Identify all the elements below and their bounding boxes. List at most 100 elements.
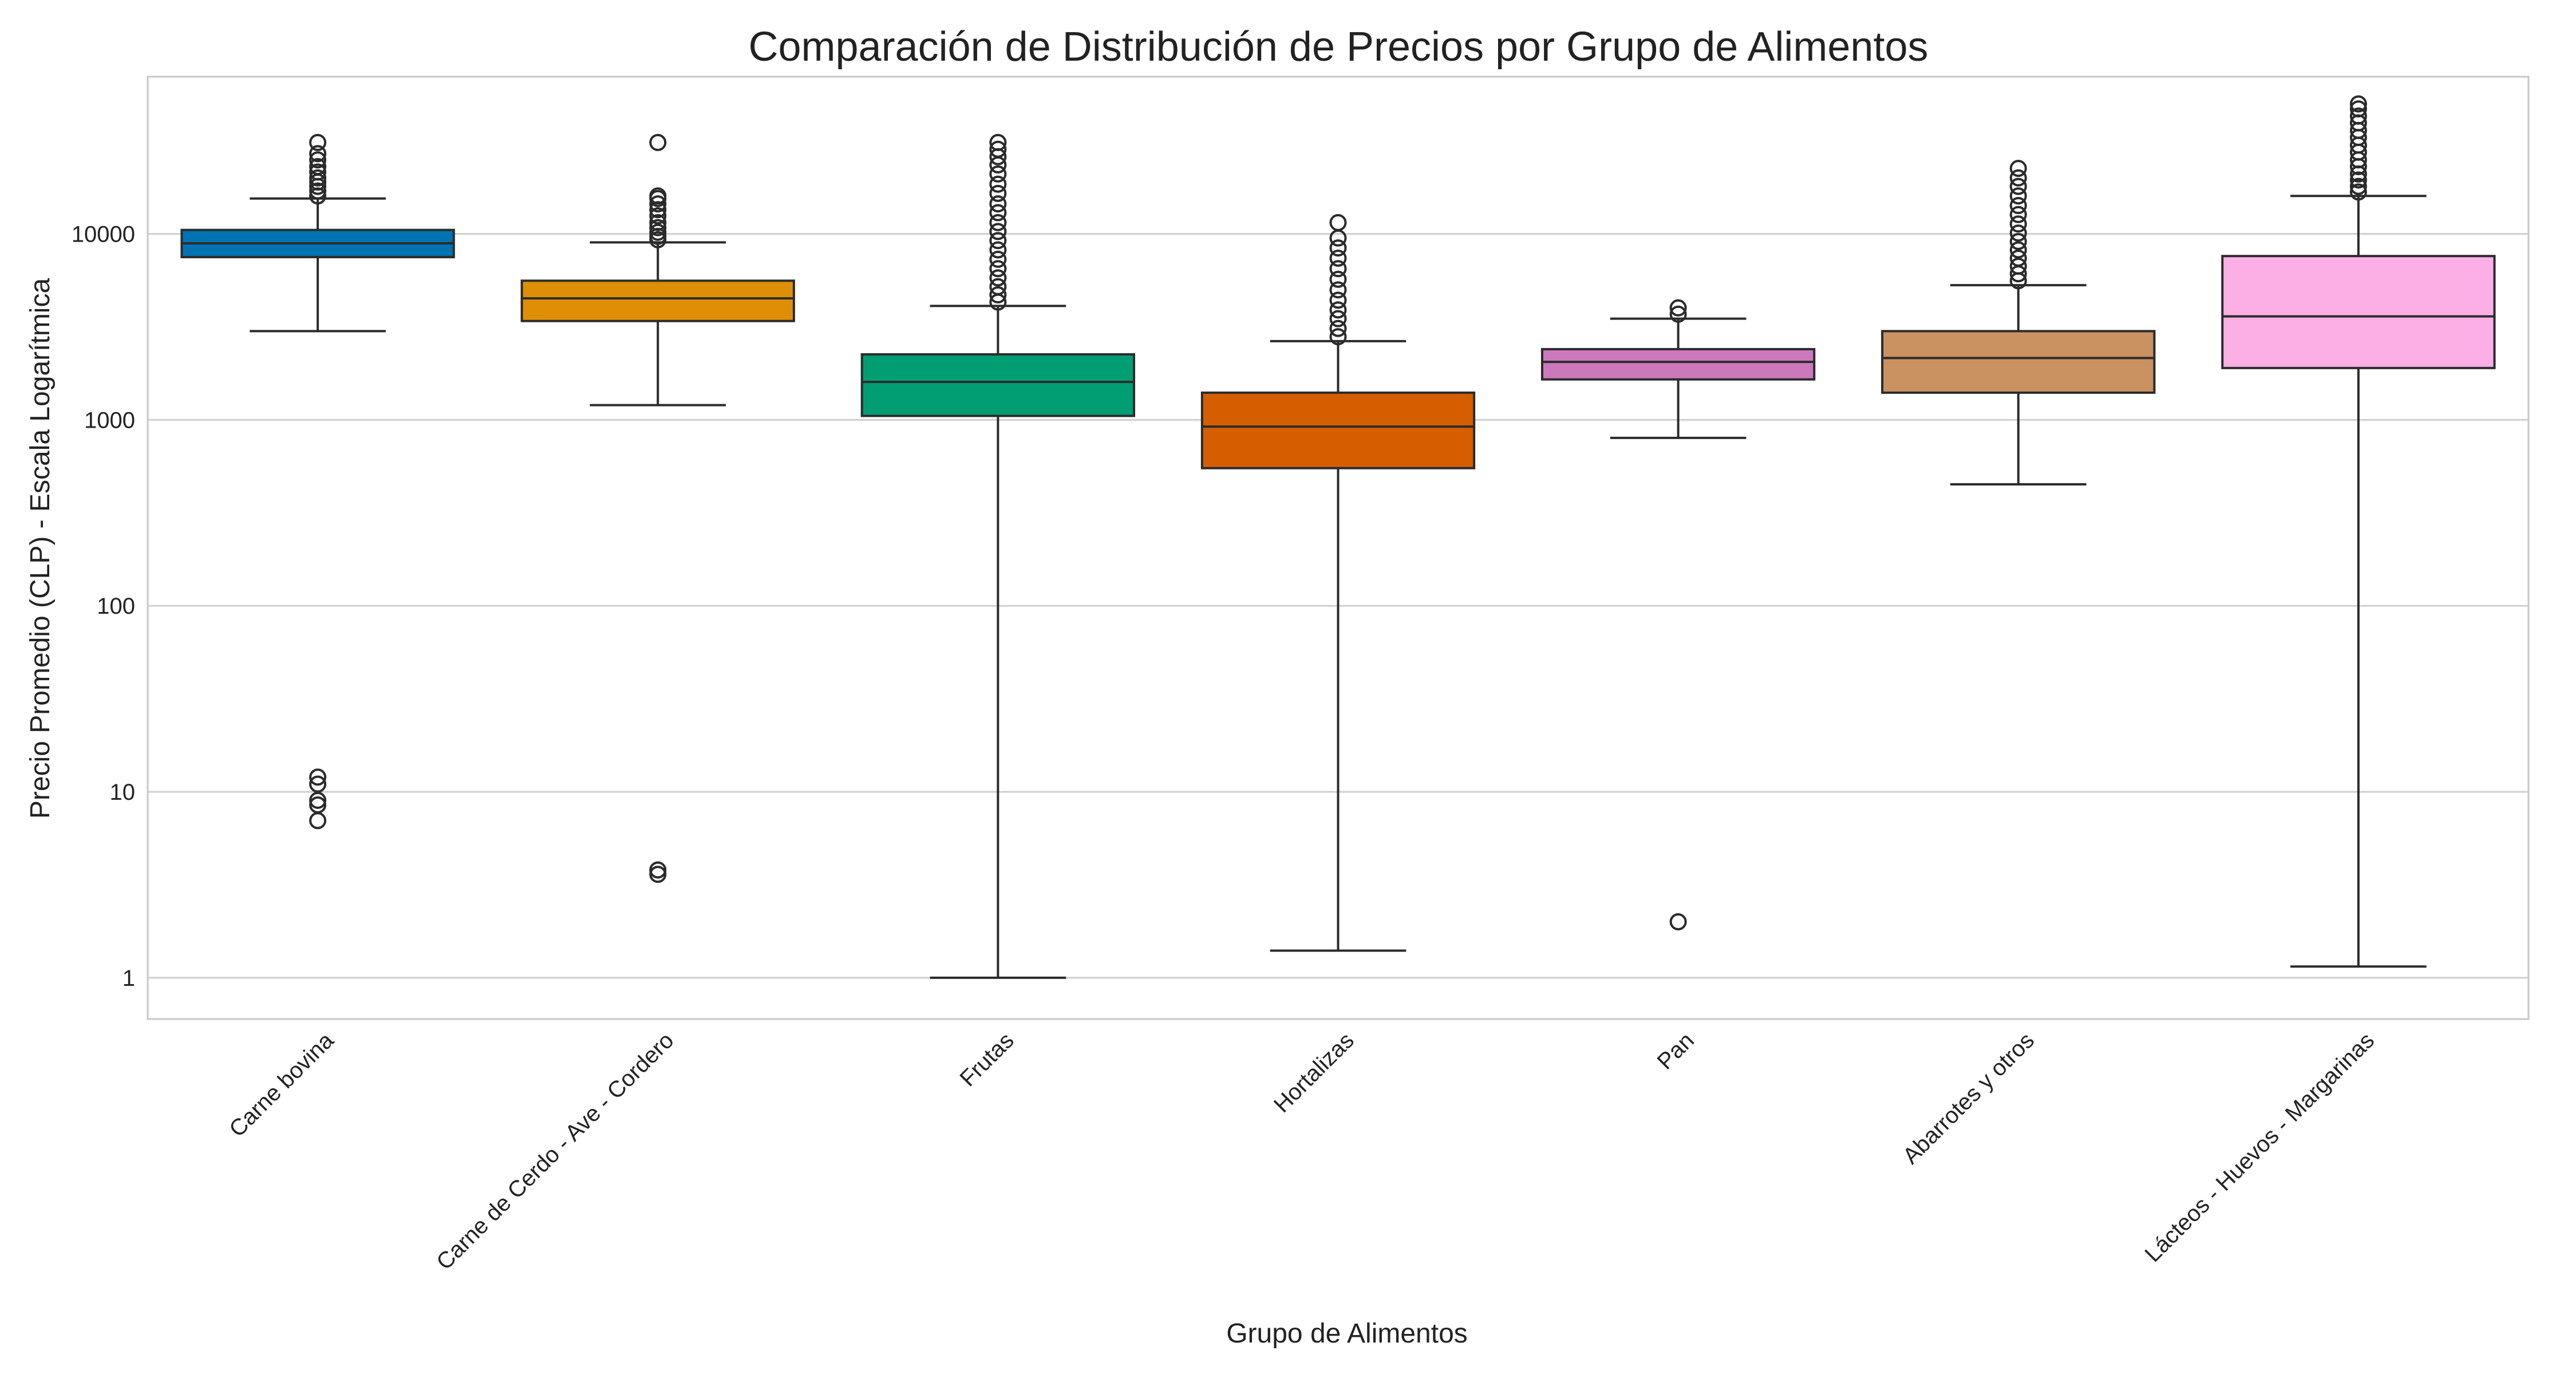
box-group [1881,160,2156,486]
outlier-point [2349,100,2367,118]
outlier-point [649,201,667,219]
outlier-point [1329,310,1347,327]
outlier-point [2009,232,2027,250]
box-layer [180,95,2496,979]
outlier-point [309,791,327,809]
outlier-point [989,140,1007,158]
outlier-point [649,133,667,151]
box-group [1540,299,1816,931]
outlier-point [1669,305,1687,323]
outlier-point [1329,270,1347,288]
outlier-point [649,219,667,236]
outlier-point [309,163,327,181]
outlier-point [309,145,327,163]
y-axis-label: Precio Promedio (CLP) - Escala Logarítmi… [25,278,56,819]
y-axis-ticks: 1 10 100 1000 10000 [72,222,135,991]
outlier-point [989,184,1007,202]
outlier-point [649,207,667,225]
outlier-point [2349,95,2367,113]
outlier-point [1329,291,1347,309]
x-tick-label: Hortalizas [1269,1028,1359,1118]
outlier-point [989,250,1007,268]
outlier-point [1329,319,1347,337]
outlier-point [1329,239,1347,257]
outlier-point [2009,224,2027,242]
x-tick-label: Carne bovina [224,1028,339,1142]
outlier-point [2009,215,2027,233]
iqr-box [2221,255,2496,369]
outlier-point [1329,260,1347,278]
outlier-point [649,195,667,213]
box-group [520,133,795,883]
outlier-point [989,241,1007,259]
outlier-point [2009,258,2027,275]
outlier-point [2009,197,2027,215]
box-group [860,133,1136,979]
y-tick-label: 1 [123,966,135,991]
outlier-point [989,214,1007,231]
outlier-point [2349,107,2367,125]
outlier-point [309,169,327,187]
outlier-point [309,812,327,830]
outlier-point [2009,250,2027,267]
outlier-point [309,158,327,176]
outlier-point [649,214,667,231]
outlier-point [2009,169,2027,187]
outlier-point [1329,214,1347,231]
outlier-point [2349,177,2367,195]
outlier-point [309,775,327,793]
plot-frame [147,76,2530,1020]
outlier-point [989,260,1007,278]
outlier-point [1329,281,1347,299]
x-tick-label: Frutas [955,1028,1018,1091]
outlier-point [989,269,1007,287]
outlier-point [309,151,327,169]
outlier-point [2349,183,2367,201]
outlier-point [649,861,667,879]
box-group [2221,95,2496,968]
y-tick-label: 1000 [84,408,135,433]
outlier-point [989,195,1007,213]
box-group [1200,214,1476,952]
outlier-point [989,278,1007,295]
x-tick-label: Abarrotes y otros [1898,1028,2039,1168]
outlier-point [1669,913,1687,931]
outlier-point [649,866,667,883]
outlier-point [989,175,1007,193]
iqr-box [1881,330,2156,394]
outlier-point [309,133,327,151]
y-tick-label: 10 [110,780,136,805]
y-tick-label: 10000 [72,222,135,247]
outlier-point [989,165,1007,183]
x-axis-label: Grupo de Alimentos [1226,1318,1468,1349]
outlier-point [1329,229,1347,247]
outlier-point [1329,301,1347,319]
outlier-point [989,232,1007,250]
outlier-point [1329,328,1347,346]
x-axis-categories: Carne bovina Carne de Cerdo - Ave - Corde… [224,1028,2379,1275]
iqr-box [520,279,795,322]
outlier-point [2009,187,2027,205]
outlier-point [309,182,327,200]
outlier-point [2009,160,2027,177]
chart-title: Comparación de Distribución de Precios p… [748,24,1928,70]
outlier-point [309,768,327,786]
y-tick-label: 100 [97,594,135,619]
outlier-point [2349,171,2367,189]
outlier-point [1329,250,1347,267]
outlier-point [989,204,1007,222]
outlier-point [2009,206,2027,223]
iqr-box [1200,391,1476,469]
outlier-point [989,286,1007,304]
outlier-point [989,223,1007,240]
outlier-point [2009,177,2027,195]
outlier-point [1669,299,1687,317]
x-tick-label: Lácteos - Huevos - Margarinas [2140,1028,2379,1267]
iqr-box [860,353,1136,417]
outlier-point [649,223,667,241]
outlier-point [2009,241,2027,259]
x-tick-label: Pan [1653,1028,1699,1074]
outlier-point [649,187,667,205]
outlier-point [989,133,1007,151]
